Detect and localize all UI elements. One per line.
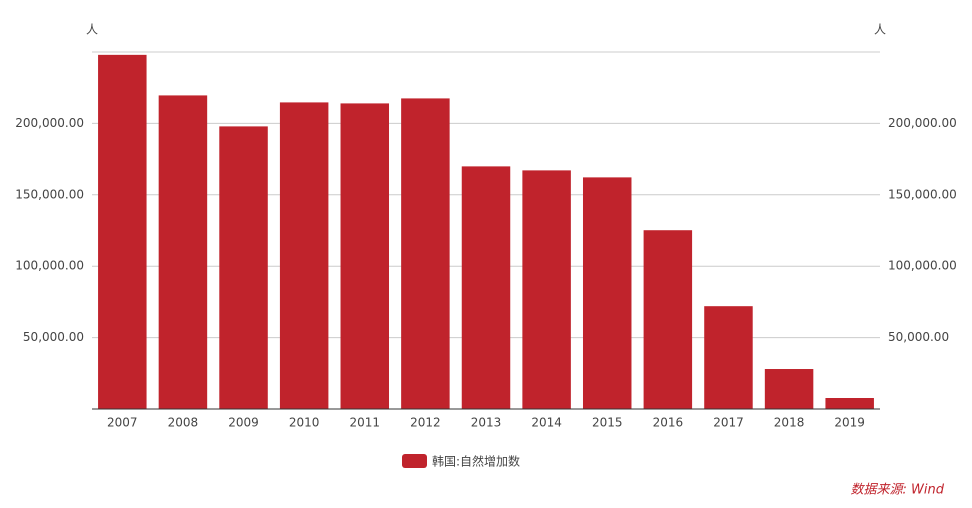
y2-tick-label: 50,000.00 — [888, 330, 949, 344]
y2-axis-unit: 人 — [874, 23, 886, 37]
bar — [643, 230, 693, 409]
x-tick-label: 2019 — [834, 416, 865, 430]
x-tick-label: 2007 — [107, 416, 138, 430]
y-tick-label: 50,000.00 — [23, 330, 84, 344]
x-tick-label: 2018 — [774, 416, 805, 430]
x-tick-label: 2014 — [531, 416, 562, 430]
y2-tick-label: 150,000.00 — [888, 187, 957, 201]
bar — [340, 103, 390, 410]
x-tick-label: 2008 — [168, 416, 199, 430]
bar — [522, 170, 571, 409]
bar — [704, 306, 753, 409]
x-tick-label: 2015 — [592, 416, 623, 430]
bar — [764, 369, 814, 409]
x-tick-label: 2010 — [289, 416, 320, 430]
x-tick-label: 2016 — [653, 416, 684, 430]
legend-label: 韩国:自然增加数 — [432, 454, 520, 469]
x-tick-label: 2011 — [349, 416, 380, 430]
bar — [401, 98, 450, 409]
y2-tick-label: 100,000.00 — [888, 259, 957, 273]
bar — [279, 102, 329, 410]
bar — [98, 54, 147, 410]
y-axis-unit: 人 — [86, 23, 98, 37]
y-tick-label: 150,000.00 — [15, 187, 84, 201]
x-tick-label: 2012 — [410, 416, 441, 430]
x-tick-label: 2017 — [713, 416, 744, 430]
bar — [582, 177, 632, 409]
bar — [461, 166, 511, 409]
x-tick-label: 2013 — [471, 416, 502, 430]
y2-tick-label: 200,000.00 — [888, 116, 957, 130]
bar — [158, 95, 208, 410]
legend-swatch — [402, 454, 427, 468]
y-tick-label: 200,000.00 — [15, 116, 84, 130]
source-note: 数据来源: Wind — [851, 483, 945, 498]
bar — [219, 126, 268, 409]
x-tick-label: 2009 — [228, 416, 259, 430]
y-tick-label: 100,000.00 — [15, 259, 84, 273]
bar — [825, 398, 874, 409]
